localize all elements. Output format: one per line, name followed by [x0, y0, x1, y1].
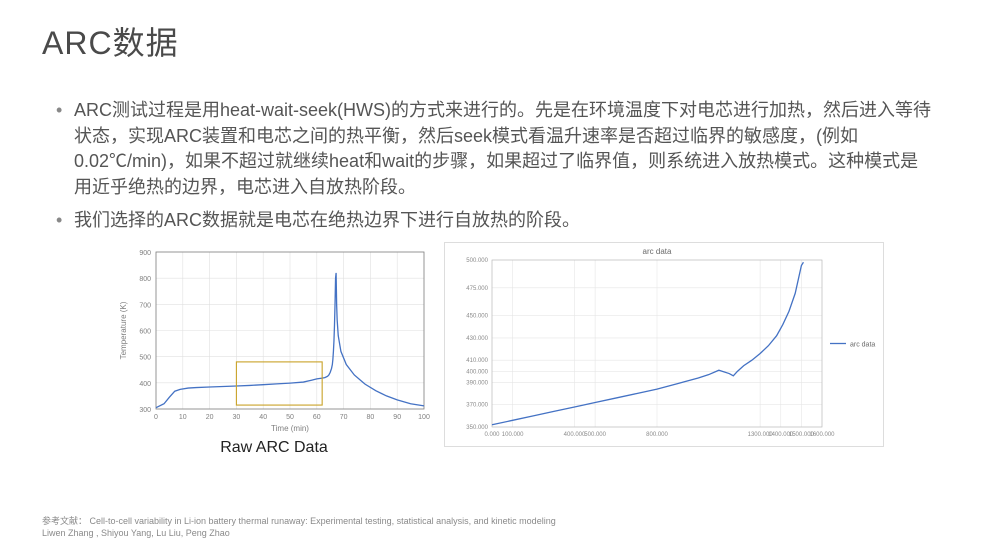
chart1-wrap: 0 10 20 30 40 50 60 70 80 90 100 300 400 500 600 700 800… — [114, 242, 434, 457]
svg-text:410.000: 410.000 — [466, 358, 488, 364]
svg-text:370.000: 370.000 — [466, 402, 488, 408]
chart2-wrap: arc data 350.000 370.000 390.000 400.000 410.… — [444, 242, 884, 457]
svg-text:90: 90 — [393, 414, 401, 421]
bullet-item: 我们选择的ARC数据就是电芯在绝热边界下进行自放热的阶段。 — [56, 208, 936, 234]
svg-text:300: 300 — [139, 407, 151, 414]
svg-text:30: 30 — [233, 414, 241, 421]
svg-text:475.000: 475.000 — [466, 286, 488, 292]
page-title: ARC数据 — [42, 18, 950, 64]
svg-text:0.000: 0.000 — [484, 432, 500, 438]
svg-text:400: 400 — [139, 381, 151, 388]
svg-text:400.000: 400.000 — [564, 432, 586, 438]
svg-text:40: 40 — [259, 414, 267, 421]
svg-text:600: 600 — [139, 328, 151, 335]
svg-text:arc data: arc data — [850, 341, 875, 348]
reference-line2: Liwen Zhang , Shiyou Yang, Lu Liu, Peng … — [42, 527, 556, 539]
svg-text:0: 0 — [154, 414, 158, 421]
svg-text:500.000: 500.000 — [584, 432, 606, 438]
charts-row: 0 10 20 30 40 50 60 70 80 90 100 300 400 500 600 700 800… — [42, 242, 950, 457]
svg-text:100: 100 — [418, 414, 430, 421]
svg-text:60: 60 — [313, 414, 321, 421]
svg-text:arc data: arc data — [643, 247, 672, 256]
svg-text:700: 700 — [139, 302, 151, 309]
reference-line1: 参考文献： Cell-to-cell variability in Li-ion… — [42, 515, 556, 527]
chart1: 0 10 20 30 40 50 60 70 80 90 100 300 400 500 600 700 800… — [114, 242, 434, 437]
svg-text:50: 50 — [286, 414, 294, 421]
svg-text:Temperature (K): Temperature (K) — [119, 301, 128, 359]
svg-text:20: 20 — [206, 414, 214, 421]
svg-text:430.000: 430.000 — [466, 336, 488, 342]
svg-text:350.000: 350.000 — [466, 425, 488, 431]
bullet-list: ARC测试过程是用heat-wait-seek(HWS)的方式来进行的。先是在环… — [56, 98, 936, 234]
reference: 参考文献： Cell-to-cell variability in Li-ion… — [42, 515, 556, 539]
bullet-item: ARC测试过程是用heat-wait-seek(HWS)的方式来进行的。先是在环… — [56, 98, 936, 200]
svg-text:900: 900 — [139, 250, 151, 257]
svg-text:800: 800 — [139, 276, 151, 283]
svg-text:800.000: 800.000 — [646, 432, 668, 438]
chart2: arc data 350.000 370.000 390.000 400.000 410.… — [444, 242, 884, 447]
svg-text:450.000: 450.000 — [466, 313, 488, 319]
svg-text:10: 10 — [179, 414, 187, 421]
svg-text:100.000: 100.000 — [502, 432, 524, 438]
svg-text:80: 80 — [367, 414, 375, 421]
svg-text:70: 70 — [340, 414, 348, 421]
svg-text:Time (min): Time (min) — [271, 424, 309, 433]
svg-text:500: 500 — [139, 354, 151, 361]
svg-text:400.000: 400.000 — [466, 369, 488, 375]
svg-text:390.000: 390.000 — [466, 380, 488, 386]
svg-text:500.000: 500.000 — [466, 258, 488, 264]
chart1-caption: Raw ARC Data — [220, 439, 328, 457]
slide: ARC数据 ARC测试过程是用heat-wait-seek(HWS)的方式来进行… — [0, 0, 992, 553]
svg-text:1600.000: 1600.000 — [809, 432, 835, 438]
